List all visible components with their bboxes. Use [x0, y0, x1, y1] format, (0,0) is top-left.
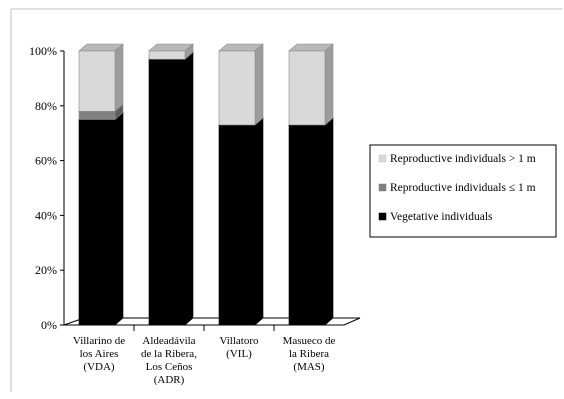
x-category-label-line: (VDA) — [83, 361, 114, 373]
bars — [78, 43, 334, 326]
bar-front-face — [78, 110, 116, 120]
legend-label: Vegetative individuals — [390, 211, 493, 223]
bar-top-face — [218, 43, 264, 52]
y-tick-label: 100% — [29, 44, 57, 58]
bar-side-face — [184, 51, 194, 326]
x-category-label-line: Villatoro — [219, 335, 259, 347]
bar-side-face — [114, 43, 124, 112]
bar-side-face — [324, 117, 334, 326]
legend-label: Reproductive individuals > 1 m — [390, 153, 536, 165]
legend-box — [369, 144, 557, 238]
x-category-label: Villatoro (VIL) — [219, 335, 259, 360]
y-tick-label: 20% — [35, 263, 57, 277]
x-category-label: Aldeadávila de la Ribera, Los Ceños (ADR) — [141, 335, 197, 386]
chart-border — [10, 8, 562, 392]
bar-front-face — [218, 50, 256, 126]
bar-front-face — [218, 124, 256, 326]
y-tick-label: 40% — [35, 208, 57, 222]
bar-top-face — [288, 43, 334, 52]
y-tick-label: 80% — [35, 99, 57, 113]
x-category-label-line: la Ribera — [289, 348, 329, 360]
bar-segment — [218, 117, 264, 326]
bar-segment — [148, 43, 194, 60]
bar-side-face — [324, 43, 334, 126]
legend: Reproductive individuals > 1 m Reproducti… — [369, 144, 557, 238]
x-category-label: Villarino de los Aires (VDA) — [73, 335, 125, 373]
x-category-label: Masueco de la Ribera (MAS) — [283, 335, 336, 373]
legend-swatch — [378, 183, 387, 192]
bar-front-face — [78, 119, 116, 326]
x-category-label-line: (MAS) — [293, 361, 325, 373]
legend-swatch — [378, 212, 387, 221]
bar-top-face — [78, 43, 124, 52]
legend-label: Reproductive individuals ≤ 1 m — [390, 182, 536, 194]
bar-segment — [218, 43, 264, 126]
x-category-label-line: de la Ribera, — [141, 348, 197, 360]
bar-front-face — [78, 50, 116, 112]
bar-front-face — [288, 124, 326, 326]
bar-segment — [78, 111, 124, 326]
x-axis-labels: Villarino de los Aires (VDA) Aldeadávila de … — [64, 324, 344, 386]
bar-side-face — [254, 117, 264, 326]
x-category-label-line: (ADR) — [154, 374, 185, 386]
legend-swatch — [378, 154, 387, 163]
bar-side-face — [114, 111, 124, 326]
y-tick-label: 60% — [35, 154, 57, 168]
x-category-label-line: Aldeadávila — [142, 335, 195, 347]
x-category-label-line: los Aires — [80, 348, 119, 360]
bar-segment — [288, 117, 334, 326]
bar-front-face — [148, 58, 186, 326]
bar-front-face — [288, 50, 326, 126]
bar-segment — [288, 43, 334, 126]
bar-front-face — [148, 50, 186, 60]
bar-side-face — [254, 43, 264, 126]
bar-segment — [148, 51, 194, 326]
bar-top-face — [148, 43, 194, 52]
x-category-label-line: Villarino de — [73, 335, 125, 347]
bar-segment — [78, 43, 124, 112]
x-category-label-line: Los Ceños — [146, 361, 193, 373]
x-category-label-line: Masueco de — [283, 335, 336, 347]
y-tick-label: 0% — [41, 318, 57, 332]
x-category-label-line: (VIL) — [226, 348, 252, 360]
